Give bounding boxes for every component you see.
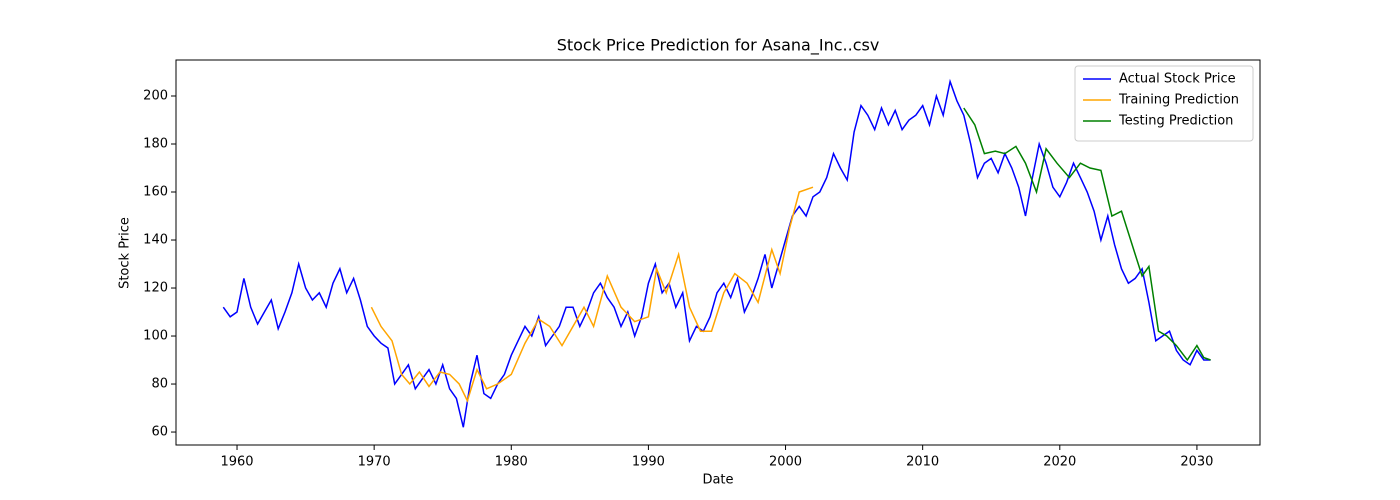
y-tick-label: 180 [143, 137, 168, 152]
y-tick-label: 140 [143, 233, 168, 248]
y-tick-label: 60 [151, 425, 168, 440]
x-tick-label: 2000 [769, 455, 802, 470]
y-axis-label: Stock Price [118, 217, 133, 289]
x-tick-label: 1960 [220, 455, 253, 470]
line [963, 107, 1211, 362]
chart-title: Stock Price Prediction for Asana_Inc..cs… [557, 36, 880, 56]
y-tick-label: 200 [143, 89, 168, 104]
x-tick-label: 1990 [632, 455, 665, 470]
legend-label: Actual Stock Price [1119, 72, 1236, 87]
x-tick-label: 2020 [1043, 455, 1076, 470]
y-tick-label: 160 [143, 185, 168, 200]
legend-label: Testing Prediction [1118, 114, 1233, 129]
y-tick-label: 120 [143, 281, 168, 296]
legend-box [1074, 65, 1254, 142]
line [222, 78, 1211, 428]
plot-frame [175, 59, 1261, 446]
x-tick-label: 1970 [358, 455, 391, 470]
x-axis-label: Date [702, 473, 733, 488]
x-tick-label: 2030 [1180, 455, 1213, 470]
line [370, 186, 814, 403]
y-tick-label: 80 [151, 377, 168, 392]
x-tick-label: 2010 [906, 455, 939, 470]
y-tick-label: 100 [143, 329, 168, 344]
x-tick-label: 1980 [495, 455, 528, 470]
legend-label: Training Prediction [1118, 93, 1239, 108]
